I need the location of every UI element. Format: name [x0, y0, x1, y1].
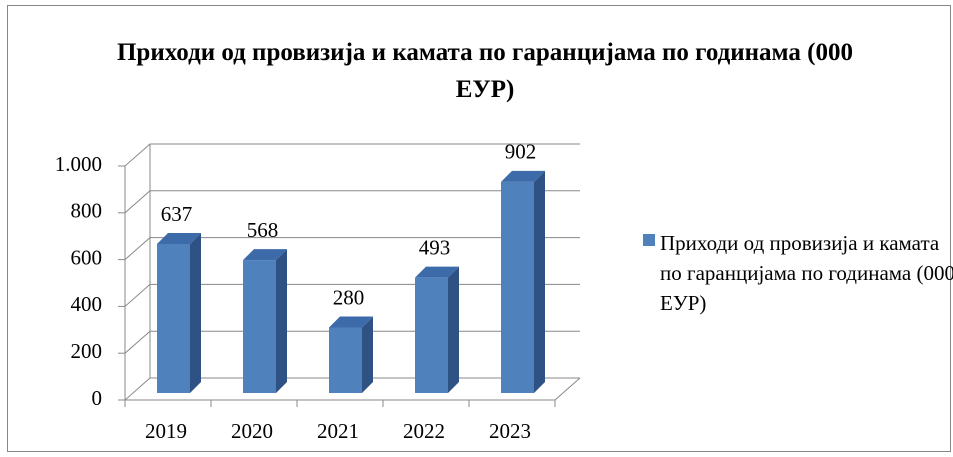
x-tick-label: 2019	[145, 419, 187, 443]
value-label: 493	[419, 235, 451, 259]
bar-top	[243, 249, 287, 261]
x-tick-label: 2020	[231, 419, 273, 443]
value-label: 280	[333, 285, 365, 309]
y-tick-label: 400	[71, 292, 103, 316]
floor-edge	[554, 377, 581, 401]
bar-side	[362, 316, 373, 393]
bar-front	[329, 327, 362, 393]
bar-front	[501, 181, 534, 393]
x-tick-label: 2023	[489, 419, 531, 443]
bar	[501, 170, 545, 393]
y-tick-label: 200	[71, 339, 103, 363]
grid-line	[124, 190, 580, 214]
y-tick-label: 600	[71, 245, 103, 269]
bar-front	[243, 260, 276, 393]
value-label: 637	[161, 202, 193, 226]
bar	[329, 316, 373, 393]
bar-front	[415, 277, 448, 393]
grid-line	[124, 237, 580, 260]
legend-label: Приходи од провизија и камата по гаранци…	[660, 231, 953, 315]
x-tick-label: 2022	[403, 419, 445, 443]
x-tick-label: 2021	[317, 419, 359, 443]
bar-side	[448, 266, 459, 393]
value-label: 568	[247, 218, 279, 242]
bar	[415, 266, 459, 393]
bar-top	[329, 316, 373, 328]
bar-side	[190, 232, 201, 393]
title-box: Приходи од провизија и камата по гаранци…	[116, 39, 853, 103]
bar-front	[157, 243, 190, 393]
bar-side	[276, 249, 287, 393]
y-tick-label: 800	[71, 199, 103, 223]
legend-box: Приходи од провизија и камата по гаранци…	[660, 231, 953, 315]
bar-top	[501, 170, 545, 182]
bar	[243, 249, 287, 393]
y-tick-label: 1.000	[55, 152, 102, 176]
bar-side	[534, 170, 545, 393]
chart-title: Приходи од провизија и камата по гаранци…	[116, 39, 853, 103]
bar	[157, 232, 201, 393]
bar-top	[415, 266, 459, 278]
value-label: 902	[505, 140, 537, 164]
grid-line	[124, 143, 580, 167]
y-tick-label: 0	[92, 386, 103, 410]
bar-top	[157, 232, 201, 244]
legend-swatch	[643, 234, 655, 246]
